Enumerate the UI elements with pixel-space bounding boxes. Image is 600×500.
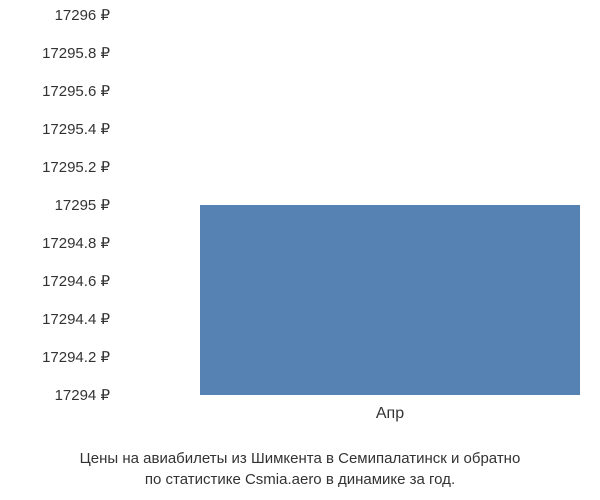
y-tick-label: 17294 ₽ <box>55 386 110 404</box>
y-tick-label: 17295.6 ₽ <box>42 82 110 100</box>
y-tick-label: 17294.4 ₽ <box>42 310 110 328</box>
y-tick-label: 17294.6 ₽ <box>42 272 110 290</box>
y-tick-label: 17294.2 ₽ <box>42 348 110 366</box>
x-tick-label: Апр <box>200 405 580 423</box>
chart-container: 17296 ₽ 17295.8 ₽ 17295.6 ₽ 17295.4 ₽ 17… <box>0 0 600 430</box>
plot-area: Апр <box>120 15 580 400</box>
caption-line-2: по статистике Csmia.aero в динамике за г… <box>145 471 455 488</box>
bar-apr <box>200 205 580 395</box>
y-tick-label: 17295.4 ₽ <box>42 120 110 138</box>
caption-line-1: Цены на авиабилеты из Шимкента в Семипал… <box>80 450 521 467</box>
y-tick-label: 17296 ₽ <box>55 6 110 24</box>
y-tick-label: 17295.2 ₽ <box>42 158 110 176</box>
y-tick-label: 17295.8 ₽ <box>42 44 110 62</box>
y-tick-label: 17295 ₽ <box>55 196 110 214</box>
chart-caption: Цены на авиабилеты из Шимкента в Семипал… <box>0 448 600 490</box>
y-tick-label: 17294.8 ₽ <box>42 234 110 252</box>
